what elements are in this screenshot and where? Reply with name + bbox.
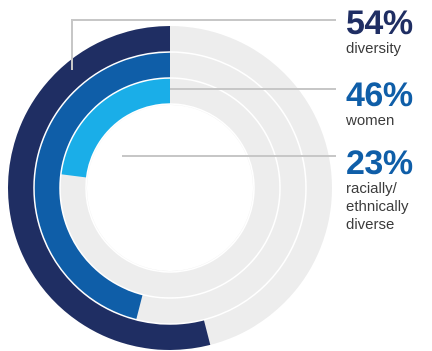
stat-value: 23% bbox=[346, 144, 413, 182]
stat-women: 46% women bbox=[346, 78, 432, 130]
ring-women bbox=[34, 52, 171, 320]
ring-separator bbox=[33, 51, 307, 325]
leader-line-diversity bbox=[71, 19, 336, 70]
ring-diversity bbox=[8, 26, 211, 350]
ring-racially-ethnically-diverse bbox=[60, 78, 171, 178]
ring-separator bbox=[85, 103, 255, 273]
stat-value: 54% bbox=[346, 4, 413, 42]
stat-racially-ethnically-diverse: 23% racially/ ethnically diverse bbox=[346, 146, 432, 234]
stat-label: women bbox=[346, 112, 395, 129]
ring-separator bbox=[59, 77, 281, 299]
leader-lines bbox=[71, 19, 336, 157]
stat-label: diversity bbox=[346, 40, 402, 57]
stat-diversity: 54% diversity bbox=[346, 6, 432, 58]
stat-label: racially/ ethnically diverse bbox=[346, 180, 409, 233]
stat-value: 46% bbox=[346, 76, 413, 114]
rings bbox=[8, 26, 332, 350]
